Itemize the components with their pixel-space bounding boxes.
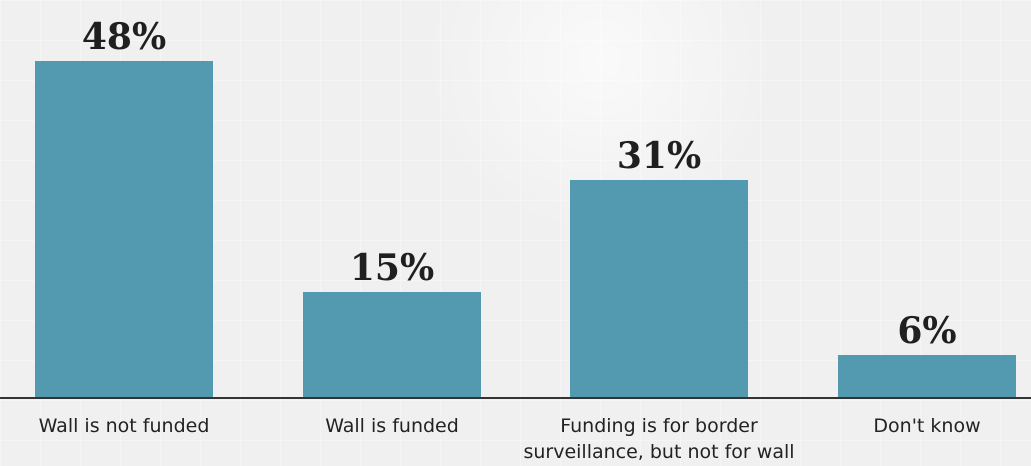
- value-label-2: 31%: [617, 135, 701, 177]
- bar-2: [570, 180, 748, 397]
- bars-group: [35, 61, 1016, 397]
- value-label-1: 15%: [350, 247, 434, 289]
- category-label-1: Wall is funded: [325, 415, 459, 437]
- bar-0: [35, 61, 213, 397]
- value-labels-group: 48% 15% 31% 6%: [82, 16, 957, 352]
- bar-1: [303, 292, 481, 397]
- category-label-0: Wall is not funded: [39, 415, 210, 437]
- category-label-3: Don't know: [873, 415, 980, 437]
- value-label-3: 6%: [897, 310, 956, 352]
- category-label-2: Funding is for border surveillance, but n…: [523, 415, 794, 463]
- value-label-0: 48%: [82, 16, 166, 58]
- bar-3: [838, 355, 1016, 397]
- category-labels-group: Wall is not funded Wall is funded Funding …: [39, 415, 981, 463]
